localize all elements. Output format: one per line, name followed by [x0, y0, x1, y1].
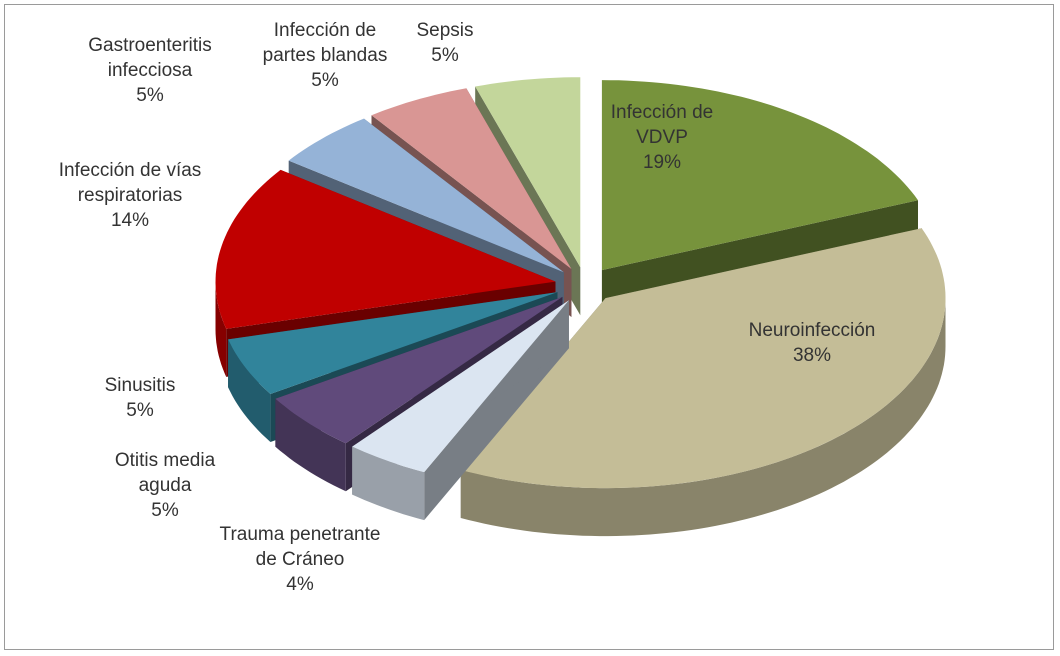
slice	[275, 296, 563, 444]
slice-outer-wall	[275, 398, 346, 492]
category-label: Sinusitis	[104, 375, 176, 396]
slice	[215, 169, 556, 329]
data-label: Infección de vías respiratorias 14%	[15, 158, 245, 233]
data-label: Infección de partes blandas 5%	[250, 18, 400, 93]
slice-outer-wall	[228, 339, 271, 442]
slice-outer-wall	[215, 281, 227, 377]
value-label: 4%	[286, 574, 314, 595]
slice	[601, 80, 918, 271]
value-label: 5%	[431, 45, 459, 66]
value-label: 19%	[642, 152, 682, 173]
data-label: Sepsis 5%	[405, 18, 485, 68]
data-label: Infección de VDVP 19%	[607, 100, 717, 175]
data-label: Gastroenteritis infecciosa 5%	[50, 33, 250, 108]
slice	[288, 118, 564, 273]
value-label: 38%	[792, 345, 832, 366]
data-label: Trauma penetrante de Cráneo 4%	[215, 522, 385, 597]
category-label: Infección de partes blandas	[262, 20, 388, 66]
category-label: Neuroinfección	[748, 320, 876, 341]
data-label: Neuroinfección 38%	[712, 318, 912, 368]
data-label: Otitis media aguda 5%	[90, 448, 240, 523]
category-label: Gastroenteritis infecciosa	[88, 35, 212, 81]
slice	[228, 292, 558, 394]
category-label: Infección de vías respiratorias	[58, 160, 202, 206]
slice	[352, 300, 569, 473]
slice-outer-wall	[460, 298, 946, 537]
chart-frame	[4, 4, 1054, 650]
category-label: Otitis media aguda	[114, 450, 216, 496]
data-label: Sinusitis 5%	[80, 373, 200, 423]
slice	[475, 77, 581, 268]
category-label: Trauma penetrante de Cráneo	[219, 524, 381, 570]
value-label: 5%	[126, 400, 154, 421]
slice-outer-wall	[352, 446, 425, 521]
value-label: 14%	[110, 210, 150, 231]
value-label: 5%	[151, 500, 179, 521]
slice	[371, 88, 572, 269]
value-label: 5%	[311, 70, 339, 91]
category-label: Sepsis	[416, 20, 474, 41]
value-label: 5%	[136, 85, 164, 106]
slice	[460, 228, 946, 489]
category-label: Infección de VDVP	[610, 102, 714, 148]
